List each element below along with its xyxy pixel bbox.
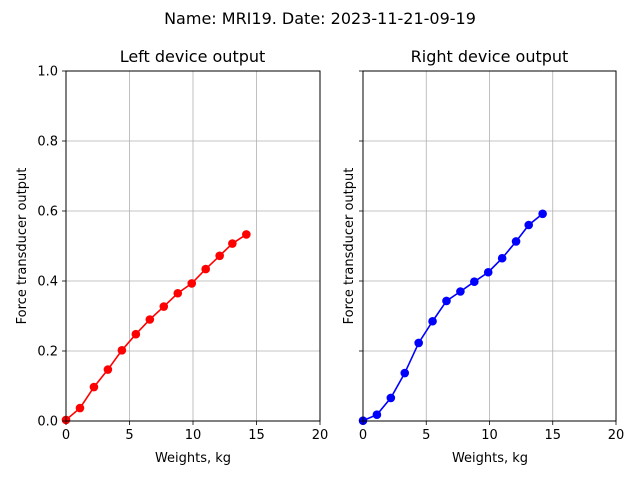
- left-x-tick-label: 10: [185, 428, 202, 443]
- left-x-tick-label: 20: [312, 428, 329, 443]
- right-data-point: [511, 237, 521, 246]
- right-data-point: [400, 368, 410, 378]
- right-data-point: [372, 410, 382, 420]
- right-x-tick-label: 5: [422, 428, 430, 443]
- left-data-point: [145, 315, 155, 324]
- right-x-tick-label: 10: [481, 428, 498, 443]
- left-device-output-panel: Left device output 0 5 10 15 200.00.20.40.60…: [15, 47, 328, 466]
- right-x-tick-label: 20: [608, 428, 625, 443]
- left-ticks: 0 5 10 15 20 0.0 0.2 0.4 0.6 0.8 1.0: [37, 65, 328, 444]
- left-y-tick-label: 0.0: [37, 415, 58, 430]
- left-data-point: [89, 382, 99, 392]
- left-data-point: [228, 239, 237, 248]
- right-x-tick-label: 15: [544, 428, 561, 443]
- right-data-point: [524, 220, 534, 230]
- right-data-point: [414, 338, 423, 348]
- right-data-point: [428, 316, 437, 326]
- left-data-point: [242, 230, 251, 239]
- left-x-tick-label: 0: [62, 428, 70, 443]
- left-data-point: [117, 346, 127, 355]
- left-x-tick-label: 5: [125, 428, 133, 443]
- left-data-point: [215, 251, 224, 261]
- left-data-point: [201, 264, 210, 274]
- left-data-point: [131, 329, 141, 339]
- left-x-axis-label: Weights, kg: [155, 451, 231, 466]
- left-data-point: [187, 279, 197, 288]
- right-data-point: [456, 287, 465, 296]
- left-y-axis-label: Force transducer output: [15, 168, 30, 325]
- left-y-tick-label: 0.6: [37, 205, 58, 220]
- left-y-tick-label: 1.0: [37, 65, 58, 80]
- left-data-point: [103, 365, 113, 374]
- left-data-point: [75, 403, 85, 413]
- right-data-point: [442, 296, 451, 306]
- left-data-point: [173, 288, 183, 298]
- left-y-tick-label: 0.4: [37, 275, 58, 290]
- left-y-tick-label: 0.2: [37, 345, 58, 360]
- left-data-point: [159, 302, 169, 311]
- left-panel-title: Left device output: [120, 47, 266, 66]
- right-device-output-panel: Right device output 0 5 10 15 20 Weights, kg…: [342, 47, 624, 466]
- right-panel-title: Right device output: [411, 47, 569, 66]
- left-x-tick-label: 15: [248, 428, 265, 443]
- right-x-axis-label: Weights, kg: [452, 451, 528, 466]
- right-data-point: [470, 277, 479, 287]
- right-series: [358, 209, 547, 425]
- right-ticks: 0 5 10 15 20: [359, 70, 625, 443]
- right-x-tick-label: 0: [359, 428, 367, 443]
- right-data-point: [386, 393, 396, 403]
- left-y-tick-label: 0.8: [37, 135, 58, 150]
- right-data-point: [483, 267, 493, 277]
- right-data-point: [538, 209, 547, 219]
- left-series: [61, 230, 251, 425]
- figure-suptitle: Name: MRI19. Date: 2023-11-21-09-19: [164, 9, 476, 28]
- right-y-axis-label: Force transducer output: [342, 168, 357, 325]
- right-data-point: [497, 253, 507, 263]
